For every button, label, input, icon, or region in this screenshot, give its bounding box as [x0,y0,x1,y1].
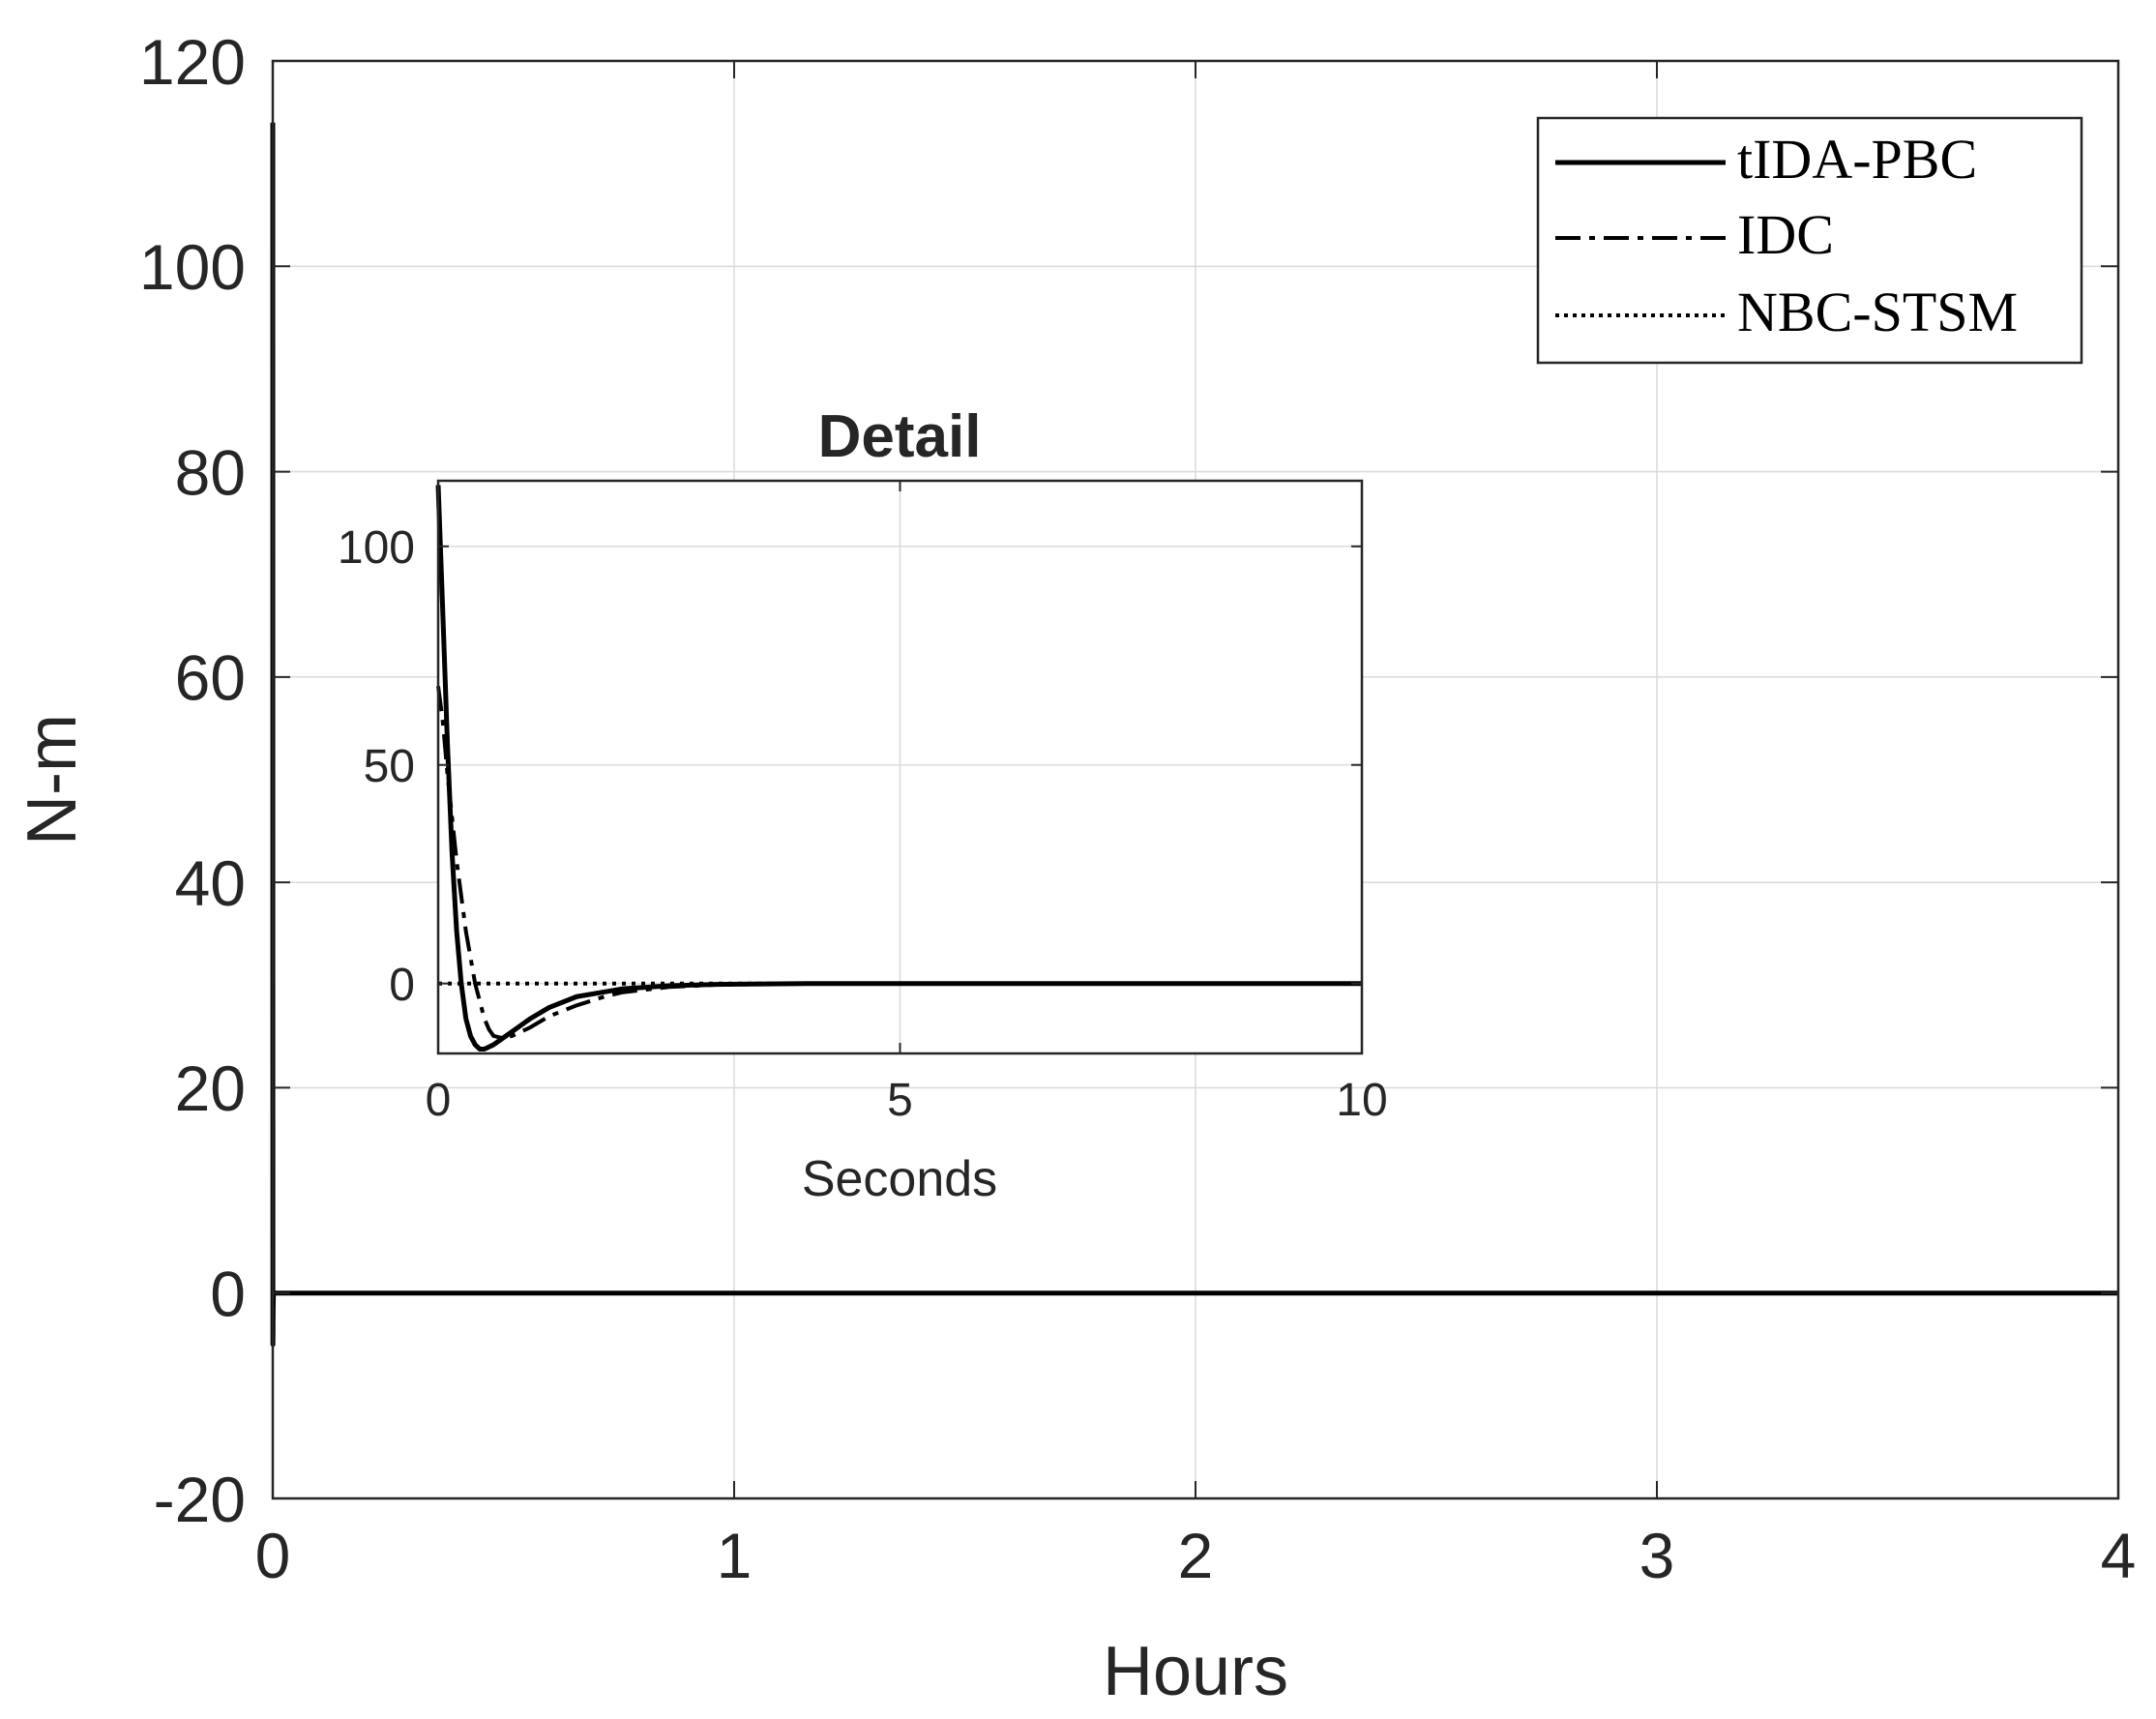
inset-y-tick-label: 100 [338,522,415,574]
legend-label-idc: IDC [1737,203,1834,266]
main-y-tick-label: 100 [139,231,246,303]
legend-label-nbc-stsm: NBC-STSM [1737,281,2018,343]
inset-x-tick-label: 10 [1336,1075,1387,1126]
main-x-tick-label: 3 [1639,1520,1675,1591]
inset-series [435,485,1362,1052]
main-x-tick-label: 2 [1178,1520,1214,1591]
legend-label-tida-pbc: tIDA-PBC [1737,128,1977,191]
main-y-tick-label: 120 [139,26,246,98]
inset-series-line-tida-pbc [435,485,1362,1052]
inset-x-tick-label: 5 [887,1075,913,1126]
inset-y-tick-label: 0 [389,960,415,1011]
main-y-tick-label: 40 [175,847,246,919]
main-y-tick-label: 20 [175,1052,246,1124]
main-y-tick-label: 60 [175,642,246,714]
main-x-tick-label: 0 [255,1520,291,1591]
legend: tIDA-PBC IDC NBC-STSM [1536,116,2083,365]
main-y-tick-label: 0 [210,1258,246,1329]
inset-ticks [437,481,1363,1053]
main-ticks [272,60,2119,1499]
y-axis-label: N-m [14,714,91,845]
main-y-tick-label: -20 [154,1464,246,1535]
main-x-tick-label: 4 [2101,1520,2137,1591]
inset-title: Detail [818,403,982,470]
inset-x-tick-label: 0 [426,1075,452,1126]
x-axis-label: Hours [1103,1633,1288,1710]
main-y-tick-label: 80 [175,436,246,508]
inset-y-tick-label: 50 [364,741,415,792]
legend-box [1536,116,2083,365]
inset-x-axis-label: Seconds [802,1151,997,1207]
main-x-tick-label: 1 [717,1520,753,1591]
